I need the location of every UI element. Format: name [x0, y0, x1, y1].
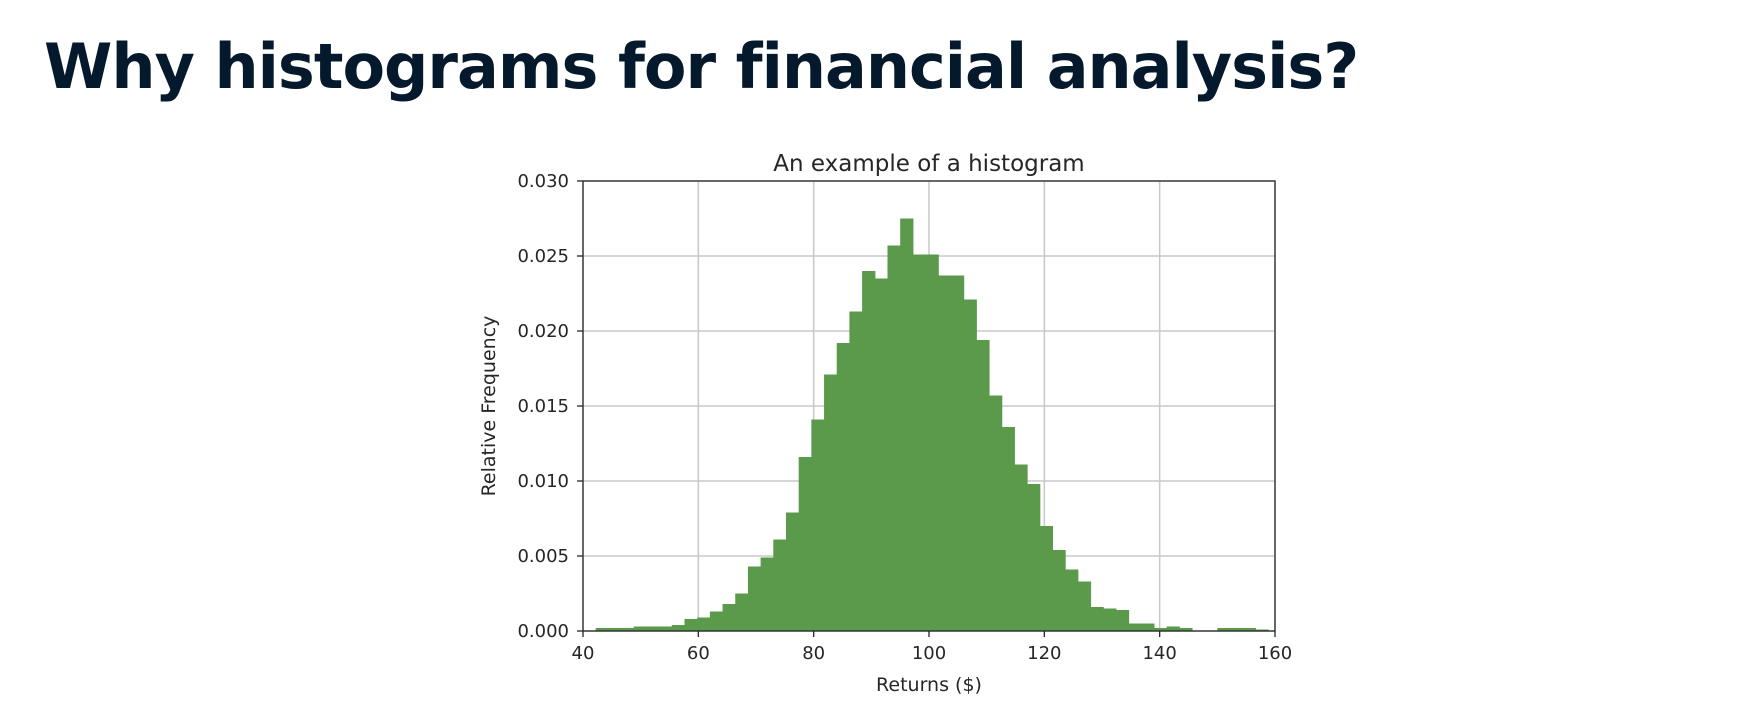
- histogram-bar: [1115, 610, 1130, 631]
- histogram-bar: [1027, 484, 1041, 631]
- histogram-bar: [1217, 628, 1231, 631]
- chart-title: An example of a histogram: [773, 151, 1084, 177]
- y-tick-label: 0.030: [517, 171, 569, 192]
- y-tick-label: 0.020: [517, 321, 569, 342]
- y-tick-label: 0.000: [517, 621, 569, 642]
- histogram-bar: [709, 611, 724, 631]
- histogram-bar: [747, 566, 762, 631]
- histogram-bar: [722, 604, 736, 631]
- histogram-bar: [1128, 623, 1142, 631]
- x-tick-label: 140: [1142, 643, 1176, 664]
- bars-layer: [595, 218, 1269, 631]
- histogram-bar: [1179, 628, 1193, 631]
- slide-title: Why histograms for financial analysis?: [44, 30, 1359, 103]
- histogram-bar: [773, 539, 787, 631]
- histogram-bar: [1230, 628, 1244, 631]
- histogram-bar: [785, 512, 800, 631]
- histogram-bar: [1090, 607, 1104, 631]
- x-tick-label: 60: [687, 643, 710, 664]
- y-tick-label: 0.015: [517, 396, 569, 417]
- histogram-bar: [760, 557, 774, 631]
- histogram-bar: [1065, 569, 1079, 631]
- y-tick-label: 0.025: [517, 246, 569, 267]
- histogram-bar: [735, 593, 749, 631]
- histogram-bar: [988, 395, 1003, 631]
- histogram-bar: [849, 311, 863, 631]
- histogram-bar: [836, 343, 851, 631]
- histogram-bar: [697, 617, 711, 631]
- histogram-bar: [646, 626, 660, 631]
- histogram-bar: [887, 245, 901, 631]
- y-axis-label: Relative Frequency: [478, 316, 500, 497]
- x-tick-label: 120: [1027, 643, 1061, 664]
- histogram-bar: [1166, 626, 1180, 631]
- ticks-layer: 40 60 80 100 120 140 160 0.000 0.005 0.010 0.015 0.…: [517, 171, 1292, 664]
- histogram-bar: [950, 275, 965, 631]
- histogram-bar: [1255, 629, 1269, 631]
- histogram-bar: [912, 254, 927, 631]
- histogram-bar: [862, 271, 876, 631]
- x-tick-label: 160: [1258, 643, 1292, 664]
- histogram-bar: [938, 275, 952, 631]
- histogram-bar: [900, 218, 914, 631]
- histogram-bar: [633, 626, 648, 631]
- x-tick-label: 40: [572, 643, 595, 664]
- histogram-bar: [608, 628, 622, 631]
- x-tick-label: 80: [802, 643, 825, 664]
- histogram-bar: [1242, 628, 1256, 631]
- histogram-bar: [671, 625, 686, 631]
- histogram-bar: [1077, 581, 1092, 631]
- histogram-bar: [1103, 608, 1117, 631]
- histogram-bar: [976, 340, 990, 631]
- y-tick-label: 0.010: [517, 471, 569, 492]
- histogram-bar: [621, 628, 635, 631]
- histogram-bar: [1052, 550, 1066, 631]
- x-axis-label: Returns ($): [876, 674, 982, 696]
- histogram-bar: [925, 254, 939, 631]
- histogram-bar: [963, 299, 977, 631]
- histogram-bar: [824, 374, 838, 631]
- histogram-bar: [811, 419, 825, 631]
- histogram-bar: [1014, 464, 1028, 631]
- histogram-bar: [659, 626, 673, 631]
- histogram-bar: [798, 457, 812, 631]
- x-tick-label: 100: [912, 643, 946, 664]
- histogram-bar: [595, 628, 609, 631]
- histogram-bar: [1153, 628, 1168, 631]
- y-tick-label: 0.005: [517, 546, 569, 567]
- histogram-bar: [1001, 427, 1015, 631]
- histogram-bar: [874, 278, 889, 631]
- histogram-bar: [1039, 526, 1054, 631]
- histogram-bar: [684, 619, 698, 631]
- histogram-bar: [1141, 623, 1155, 631]
